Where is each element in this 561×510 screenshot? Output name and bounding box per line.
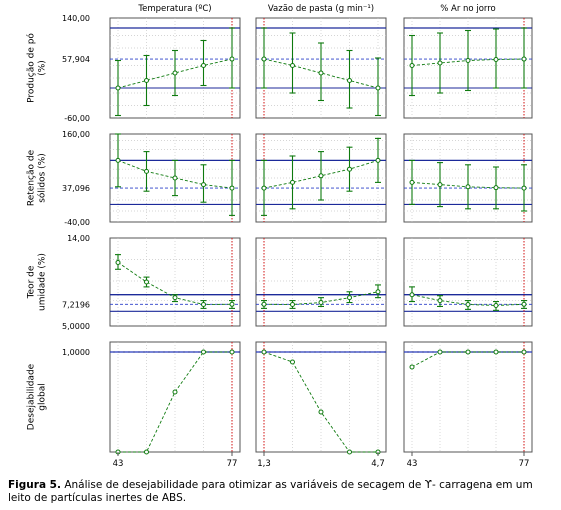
data-point-r4c1 [144, 449, 149, 455]
data-point-r1c2 [375, 85, 381, 91]
row-1-ylabel-line-1: Produção de pó [26, 33, 37, 103]
x-tick-label-3-min: 43 [407, 459, 418, 469]
data-point-r2c3 [437, 182, 443, 188]
data-point-r2c3 [521, 185, 527, 191]
data-point-r2c2 [318, 173, 324, 179]
panel-r3c2 [255, 237, 387, 327]
data-point-r4c3 [409, 364, 415, 370]
data-point-r3c1 [201, 301, 206, 307]
data-point-r4c1 [172, 389, 178, 395]
data-point-r4c1 [201, 349, 206, 355]
data-point-r1c3 [521, 56, 527, 62]
data-point-r3c3 [521, 301, 527, 307]
data-point-r3c1 [172, 295, 178, 301]
data-point-r4c3 [493, 349, 499, 355]
data-point-r2c1 [144, 168, 149, 174]
data-point-r2c1 [115, 157, 121, 163]
row-1-ylabel-line-2: (%) [38, 60, 48, 76]
figure-caption: Figura 5. Análise de desejabilidade para… [8, 479, 556, 505]
data-point-r3c3 [437, 298, 443, 304]
caption-label: Figura 5. [8, 479, 61, 491]
x-tick-label-2-min: 1,3 [257, 459, 271, 469]
data-point-r2c2 [261, 185, 267, 191]
data-point-r4c1 [229, 349, 235, 355]
mean-line-r1c2 [263, 58, 379, 89]
data-point-r3c1 [144, 279, 149, 285]
data-point-r3c3 [493, 302, 499, 308]
data-point-r3c2 [375, 289, 381, 295]
data-point-r3c2 [318, 300, 324, 306]
data-point-r2c3 [409, 179, 415, 185]
data-point-r1c1 [201, 63, 206, 68]
caption-text: Análise de desejabilidade para otimizar … [8, 479, 533, 504]
data-point-r3c1 [229, 301, 235, 307]
panel-r3c3 [403, 237, 533, 327]
data-point-r2c2 [290, 179, 295, 185]
row-1-tick-label: -60,00 [64, 114, 90, 123]
data-point-r4c3 [437, 349, 443, 355]
desirability-profile-chart: Temperatura (ºC) Vazão de pasta (g min⁻¹)… [26, 4, 533, 469]
row-1-tick-label: 140,00 [62, 14, 90, 23]
x-tick-label-1-max: 77 [227, 459, 238, 469]
data-point-r1c2 [290, 63, 295, 68]
data-point-r2c2 [347, 166, 352, 172]
data-point-r3c2 [347, 295, 352, 301]
mean-line-r4c3 [411, 351, 524, 368]
row-4-ylabel-line-1: Desejabilidade [27, 363, 37, 430]
mean-line-r2c1 [117, 159, 233, 189]
data-point-r1c2 [347, 78, 352, 83]
data-point-r2c3 [493, 185, 499, 191]
data-point-r2c1 [229, 185, 235, 191]
row-2-ylabel-line-1: Retenção de [27, 149, 37, 206]
data-point-r2c2 [375, 157, 381, 163]
row-4-tick-label: 1,0000 [62, 348, 90, 357]
data-point-r4c3 [465, 349, 471, 355]
data-point-r1c1 [115, 85, 121, 91]
data-point-r1c3 [493, 57, 499, 62]
data-point-r1c3 [437, 60, 443, 66]
mean-line-r2c2 [263, 159, 379, 189]
data-point-r1c1 [229, 56, 235, 62]
data-point-r3c3 [409, 292, 415, 298]
data-point-r1c3 [409, 63, 415, 68]
data-point-r1c2 [318, 70, 324, 76]
data-point-r1c1 [144, 78, 149, 83]
column-title-2: Vazão de pasta (g min⁻¹) [268, 4, 374, 14]
row-3-tick-label: 7,2196 [62, 300, 90, 309]
data-point-r1c3 [465, 58, 471, 63]
data-point-r2c1 [201, 182, 206, 188]
row-3-ylabel-line-2: umidade (%) [38, 253, 48, 311]
column-title-3: % Ar no jorro [440, 4, 496, 14]
x-tick-label-3-max: 77 [519, 459, 530, 469]
row-3-tick-label: 5,0000 [62, 322, 90, 331]
data-point-r4c2 [261, 349, 267, 355]
data-point-r4c2 [318, 409, 324, 415]
row-3-ylabel-line-1: Teor de [27, 265, 37, 299]
row-1-tick-label: 57,904 [62, 55, 90, 64]
row-3-tick-label: 14,00 [67, 234, 90, 243]
data-point-r3c2 [290, 301, 295, 307]
data-point-r3c2 [261, 301, 267, 307]
data-point-r2c1 [172, 175, 178, 181]
data-point-r1c2 [261, 56, 267, 62]
column-title-1: Temperatura (ºC) [137, 4, 211, 14]
row-2-ylabel-line-2: sólidos (%) [37, 153, 48, 203]
x-tick-label-2-max: 4,7 [371, 459, 385, 469]
row-2-tick-label: -40,00 [64, 218, 90, 227]
row-2-tick-label: 160,00 [62, 130, 90, 139]
data-point-r1c1 [172, 70, 178, 76]
data-point-r3c3 [465, 301, 471, 307]
data-point-r4c2 [347, 449, 352, 455]
data-point-r4c3 [521, 349, 527, 355]
row-2-tick-label: 37,096 [62, 184, 90, 193]
row-4-ylabel-line-2: global [38, 383, 48, 410]
x-tick-label-1-min: 43 [113, 459, 124, 469]
data-point-r3c1 [115, 259, 121, 265]
data-point-r2c3 [465, 184, 471, 190]
panel-r3c1 [109, 237, 241, 327]
data-point-r4c2 [290, 359, 295, 365]
